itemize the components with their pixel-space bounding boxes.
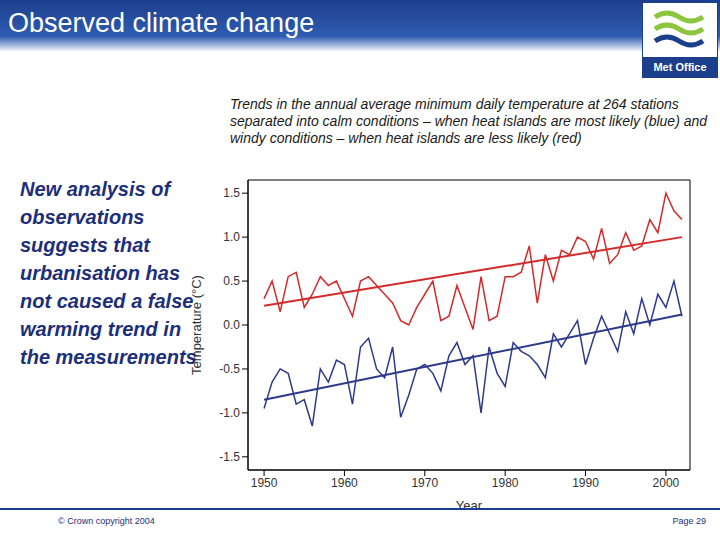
- svg-text:-1.5: -1.5: [219, 450, 240, 464]
- svg-text:1960: 1960: [331, 476, 358, 490]
- svg-text:-0.5: -0.5: [219, 362, 240, 376]
- svg-text:1970: 1970: [411, 476, 438, 490]
- svg-text:1980: 1980: [492, 476, 519, 490]
- svg-text:1.5: 1.5: [223, 186, 240, 200]
- svg-text:-1.0: -1.0: [219, 406, 240, 420]
- svg-text:2000: 2000: [653, 476, 680, 490]
- svg-text:1950: 1950: [251, 476, 278, 490]
- svg-text:Year: Year: [456, 498, 483, 513]
- svg-text:0.5: 0.5: [223, 274, 240, 288]
- svg-text:Temperature (°C): Temperature (°C): [189, 275, 204, 375]
- svg-text:0.0: 0.0: [223, 318, 240, 332]
- svg-text:1.0: 1.0: [223, 230, 240, 244]
- svg-text:1990: 1990: [572, 476, 599, 490]
